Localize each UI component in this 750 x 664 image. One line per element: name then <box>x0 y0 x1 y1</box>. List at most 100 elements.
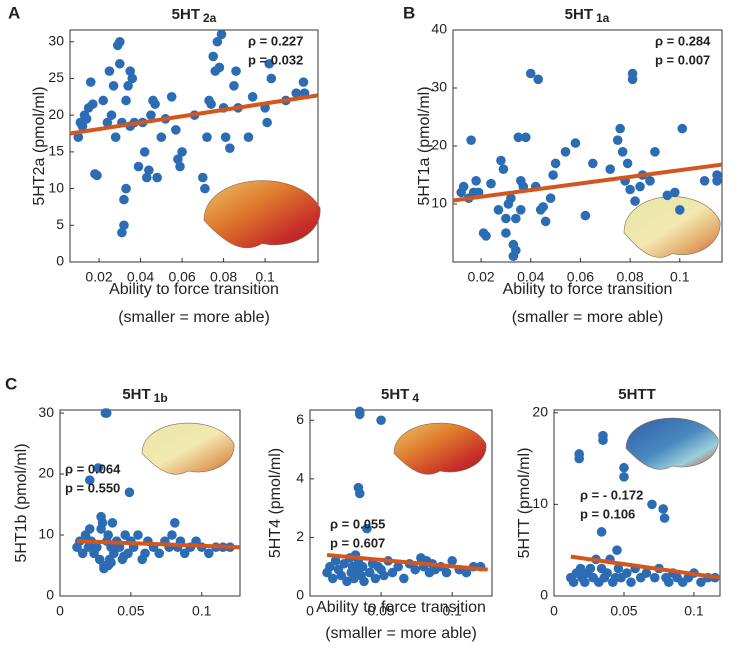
data-point <box>266 73 277 84</box>
data-point <box>501 213 511 224</box>
y-tick-label: 6 <box>296 411 304 427</box>
title-subscript: 4 <box>412 391 419 405</box>
data-point <box>202 132 212 142</box>
data-point <box>376 415 386 426</box>
data-point <box>291 88 302 98</box>
data-point <box>354 488 365 499</box>
data-point <box>220 132 231 142</box>
title-main: 5HT <box>172 6 200 23</box>
data-point <box>575 563 586 574</box>
data-point <box>362 523 372 534</box>
data-point <box>101 408 112 418</box>
data-point <box>520 132 531 143</box>
title-subscript: 1a <box>596 11 610 25</box>
data-point <box>92 542 102 553</box>
data-point <box>645 176 655 186</box>
x-axis-label: (smaller = more able) <box>512 309 664 326</box>
data-point <box>204 548 214 559</box>
y-tick-label: 4 <box>296 470 304 486</box>
y-tick-label: 10 <box>48 179 64 195</box>
x-tick-label: 0.04 <box>127 269 154 285</box>
y-axis-label: 5HTT (pmol/ml) <box>516 448 533 559</box>
data-point <box>670 187 680 198</box>
data-point <box>461 567 472 578</box>
data-point <box>121 183 131 194</box>
x-tick-label: 0.06 <box>567 269 594 285</box>
annotation: ρ = 0.227 <box>248 33 303 48</box>
data-point <box>410 564 421 575</box>
data-point <box>115 36 125 47</box>
data-point <box>560 147 571 157</box>
data-point <box>580 210 591 221</box>
points <box>72 408 235 574</box>
y-tick-label: 20 <box>532 403 548 419</box>
chart-title: 5HT 1a <box>565 6 610 25</box>
data-point <box>206 99 216 109</box>
data-point <box>658 504 668 514</box>
data-point <box>73 132 84 142</box>
data-point <box>330 556 341 566</box>
data-point <box>630 196 640 206</box>
data-point <box>516 205 526 215</box>
panel-label: A <box>8 3 20 22</box>
data-point <box>533 74 543 85</box>
points <box>565 430 720 588</box>
y-axis-label: 5HT1a (pmol/ml) <box>416 86 433 205</box>
brain-image <box>393 422 487 475</box>
data-point <box>102 117 113 128</box>
data-point <box>699 176 710 186</box>
data-point <box>127 73 138 84</box>
annotation: p = 0.607 <box>330 535 385 550</box>
data-point <box>650 147 660 157</box>
data-point <box>612 135 623 145</box>
data-point <box>117 227 127 238</box>
data-point <box>545 193 556 203</box>
y-axis-label: 5HT1b (pmol/ml) <box>13 443 30 562</box>
data-point <box>85 77 96 87</box>
data-point <box>486 178 496 189</box>
y-tick-label: 2 <box>296 528 304 544</box>
data-point <box>663 577 674 588</box>
data-point <box>177 147 187 157</box>
data-point <box>84 475 95 485</box>
y-tick-label: 0 <box>540 587 548 603</box>
data-point <box>619 472 629 482</box>
y-tick-label: 30 <box>48 32 64 48</box>
brain-image <box>623 196 721 258</box>
x-tick-label: 0.08 <box>616 269 643 285</box>
chart-title: 5HTT <box>618 386 656 403</box>
data-point <box>598 435 608 446</box>
data-point <box>625 184 635 195</box>
x-tick-label: 0.02 <box>85 269 112 285</box>
data-point <box>77 121 88 131</box>
data-point <box>88 99 98 109</box>
points <box>322 406 486 587</box>
data-point <box>98 95 109 106</box>
data-point <box>538 202 548 212</box>
annotation: ρ = 0.064 <box>65 461 121 476</box>
title-main: 5HT <box>122 386 150 403</box>
data-point <box>441 567 452 578</box>
x-axis-label: (smaller = more able) <box>118 309 270 326</box>
data-point <box>77 548 88 559</box>
data-point <box>200 183 210 194</box>
data-point <box>133 530 143 540</box>
data-point <box>110 132 121 142</box>
data-point <box>511 245 521 256</box>
brain-image <box>203 180 321 249</box>
data-point <box>568 577 579 588</box>
data-point <box>513 132 524 143</box>
data-point <box>588 158 598 169</box>
data-point <box>175 161 185 172</box>
data-point <box>662 190 673 201</box>
data-point <box>359 576 369 587</box>
annotation: p = 0.550 <box>65 480 120 495</box>
data-point <box>471 176 481 186</box>
data-point <box>579 577 590 588</box>
data-point <box>626 577 636 588</box>
x-tick-label: 0 <box>550 603 558 619</box>
y-axis-label: 5HT2a (pmol/ml) <box>31 86 48 205</box>
data-point <box>115 58 125 69</box>
data-point <box>496 155 506 166</box>
y-tick-label: 0 <box>56 253 64 269</box>
